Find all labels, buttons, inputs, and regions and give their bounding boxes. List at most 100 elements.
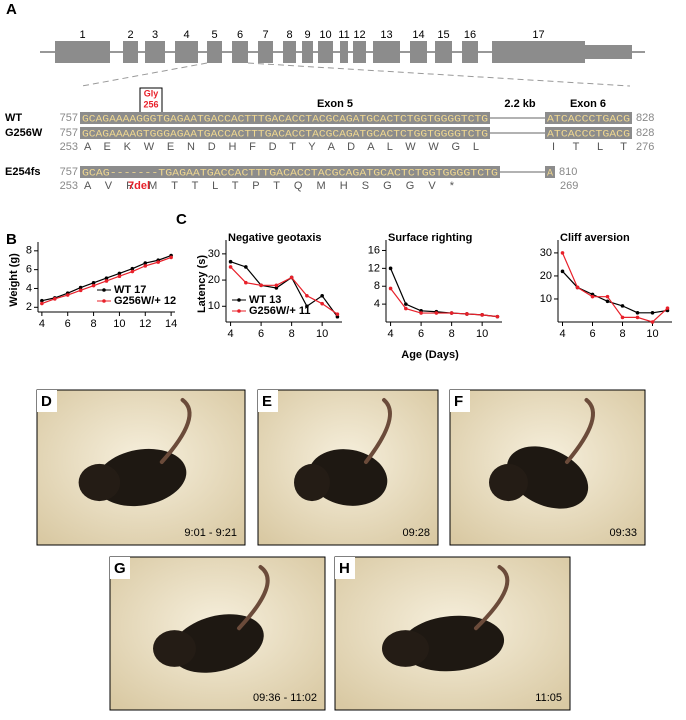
seq-box xyxy=(80,127,490,139)
point xyxy=(404,306,408,311)
exon xyxy=(232,41,248,63)
x-tick-label: 10 xyxy=(316,328,328,340)
exon xyxy=(462,41,478,63)
point xyxy=(244,265,248,269)
gap-label: 2.2 kb xyxy=(504,98,535,110)
y-tick-label: 8 xyxy=(374,280,380,292)
row-name: G256W xyxy=(5,127,43,139)
exon-number: 2 xyxy=(127,29,133,41)
legend-swatch xyxy=(237,309,241,313)
y-tick-label: 8 xyxy=(26,245,32,257)
aa-seq: I T L T xyxy=(552,141,627,153)
exon xyxy=(175,41,198,63)
x-tick-label: 4 xyxy=(388,328,394,340)
photo-label: D xyxy=(41,393,52,410)
exon xyxy=(435,41,452,63)
x-tick-label: 8 xyxy=(289,328,295,340)
point xyxy=(635,310,640,315)
point xyxy=(605,294,610,299)
mouse-head xyxy=(153,630,196,667)
y-tick-label: 10 xyxy=(208,300,220,312)
legend-label: G256W/+ 11 xyxy=(249,305,310,317)
point xyxy=(274,283,279,288)
seq-pos: 757 xyxy=(60,127,78,139)
y-tick-label: 2 xyxy=(26,301,32,313)
x-tick-label: 6 xyxy=(589,328,595,340)
gly-label: Gly xyxy=(144,88,159,98)
y-tick-label: 6 xyxy=(26,264,32,276)
point xyxy=(228,259,233,264)
aa-pos: 269 xyxy=(560,180,578,192)
photo-label: E xyxy=(262,393,272,410)
exon-label: Exon 5 xyxy=(317,98,353,110)
point xyxy=(228,265,233,269)
seq-pos: 757 xyxy=(60,112,78,124)
point xyxy=(117,271,122,276)
y-tick-label: 16 xyxy=(368,244,380,256)
point xyxy=(320,301,324,306)
y-tick-label: 10 xyxy=(540,293,552,305)
aa-seq: A E K W E N D H F D T Y A D A L W W G L xyxy=(84,141,479,153)
seq-box xyxy=(545,112,632,124)
x-tick-label: 12 xyxy=(139,318,151,330)
point xyxy=(650,320,655,324)
x-tick-label: 4 xyxy=(39,318,45,330)
exon-number: 4 xyxy=(183,29,189,41)
point xyxy=(320,293,324,298)
point xyxy=(40,298,44,303)
aa-note: 7del xyxy=(128,180,150,192)
photo-label-box xyxy=(450,390,470,412)
exon xyxy=(410,41,427,63)
chart-title: Negative geotaxis xyxy=(228,232,322,244)
mouse-head xyxy=(489,463,528,502)
point xyxy=(388,286,393,291)
point xyxy=(130,266,135,271)
point xyxy=(169,255,173,260)
y-tick-label: 20 xyxy=(540,270,552,282)
x-tick-label: 4 xyxy=(228,328,234,340)
aa-pos: 253 xyxy=(60,141,78,153)
point xyxy=(560,269,565,274)
point xyxy=(65,293,70,297)
point xyxy=(91,281,96,285)
photo-label-box xyxy=(335,557,355,579)
mouse-head xyxy=(78,463,121,502)
exon-number: 12 xyxy=(353,29,365,41)
chart-title: Cliff aversion xyxy=(560,232,630,244)
mouse-body xyxy=(95,448,187,507)
photo-label: G xyxy=(114,560,126,577)
x-tick-label: 8 xyxy=(91,318,97,330)
legend-label: G256W/+ 12 xyxy=(114,295,176,307)
exon xyxy=(258,41,273,63)
zoom-line xyxy=(247,62,631,87)
exon xyxy=(353,41,366,63)
point xyxy=(305,304,309,309)
seq: ATCACCCTGACG xyxy=(547,115,630,126)
seq: GCAGAAAAGGGTGAGAATGACCACTTTGACACCTACGCAG… xyxy=(82,115,488,126)
point xyxy=(419,311,423,315)
exon xyxy=(318,41,333,63)
x-tick-label: 4 xyxy=(559,328,565,340)
photo-label: H xyxy=(339,560,350,577)
exon-number: 15 xyxy=(437,29,449,41)
point xyxy=(244,280,248,285)
mouse-body xyxy=(400,615,505,672)
row-name: WT xyxy=(5,112,22,124)
exon-number: 17 xyxy=(532,29,544,41)
y-tick-label: 4 xyxy=(374,298,380,310)
exon-number: 5 xyxy=(211,29,217,41)
legend-label: WT 17 xyxy=(114,284,146,296)
x-tick-label: 10 xyxy=(113,318,125,330)
exon-number: 8 xyxy=(286,29,292,41)
y-tick-label: 4 xyxy=(26,282,32,294)
mouse-tail xyxy=(565,398,595,464)
seq-pos: 828 xyxy=(636,127,654,139)
point xyxy=(650,310,655,315)
point xyxy=(117,274,122,279)
panel-label: B xyxy=(6,231,17,248)
point xyxy=(388,266,393,271)
zoom-line xyxy=(81,62,208,87)
chart-title: Surface righting xyxy=(388,232,472,244)
point xyxy=(465,312,469,316)
x-tick-label: 6 xyxy=(65,318,71,330)
